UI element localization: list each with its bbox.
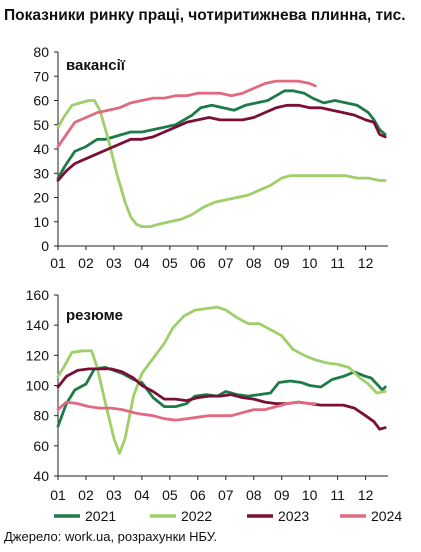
- x-tick-label: 11: [330, 255, 345, 271]
- chart-title: Показники ринку праці, чотиритижнева пли…: [4, 7, 406, 24]
- series-line-2021: [56, 89, 387, 180]
- source-note: Джерело: work.ua, розрахунки НБУ.: [4, 529, 217, 544]
- y-tick-label: 60: [33, 438, 49, 454]
- x-tick-label: 12: [358, 255, 374, 271]
- x-tick-label: 04: [134, 487, 150, 503]
- x-tick-label: 05: [162, 487, 178, 503]
- y-tick-label: 120: [26, 347, 50, 363]
- x-tick-label: 08: [246, 255, 262, 271]
- y-tick-label: 0: [41, 238, 49, 254]
- panel-label: резюме: [66, 307, 123, 324]
- legend-label-2023: 2023: [278, 508, 309, 524]
- y-tick-label: 10: [33, 214, 49, 230]
- legend-label-2024: 2024: [371, 508, 402, 524]
- x-tick-label: 09: [274, 487, 290, 503]
- x-tick-label: 12: [358, 487, 374, 503]
- x-tick-label: 07: [218, 255, 234, 271]
- legend-label-2021: 2021: [85, 508, 116, 524]
- y-tick-label: 60: [33, 93, 49, 109]
- y-tick-label: 100: [26, 378, 50, 394]
- series-line-2022: [56, 305, 387, 455]
- x-tick-label: 11: [330, 487, 345, 503]
- y-tick-label: 50: [33, 117, 49, 133]
- y-tick-label: 140: [26, 317, 50, 333]
- series-line-2023: [56, 367, 387, 431]
- y-tick-label: 80: [33, 44, 49, 60]
- y-tick-label: 80: [33, 408, 49, 424]
- x-tick-label: 01: [50, 255, 66, 271]
- x-tick-label: 07: [218, 487, 234, 503]
- x-tick-label: 03: [106, 487, 122, 503]
- y-tick-label: 20: [33, 190, 49, 206]
- y-tick-label: 70: [33, 68, 49, 84]
- x-tick-label: 01: [50, 487, 66, 503]
- legend-label-2022: 2022: [181, 508, 212, 524]
- panel-label: вакансії: [66, 57, 126, 74]
- y-tick-label: 40: [33, 141, 49, 157]
- x-tick-label: 03: [106, 255, 122, 271]
- x-tick-label: 06: [190, 255, 206, 271]
- x-tick-label: 04: [134, 255, 150, 271]
- y-tick-label: 40: [33, 468, 49, 484]
- series-line-2023: [56, 103, 387, 182]
- y-tick-label: 160: [26, 287, 50, 303]
- x-tick-label: 06: [190, 487, 206, 503]
- x-tick-label: 05: [162, 255, 178, 271]
- x-tick-label: 02: [78, 487, 94, 503]
- x-tick-label: 02: [78, 255, 94, 271]
- x-tick-label: 10: [302, 255, 318, 271]
- x-tick-label: 10: [302, 487, 318, 503]
- x-tick-label: 08: [246, 487, 262, 503]
- series-line-2022: [56, 99, 387, 229]
- x-tick-label: 09: [274, 255, 290, 271]
- y-tick-label: 30: [33, 165, 49, 181]
- series-line-2024: [56, 79, 317, 149]
- series-line-2024: [56, 400, 317, 422]
